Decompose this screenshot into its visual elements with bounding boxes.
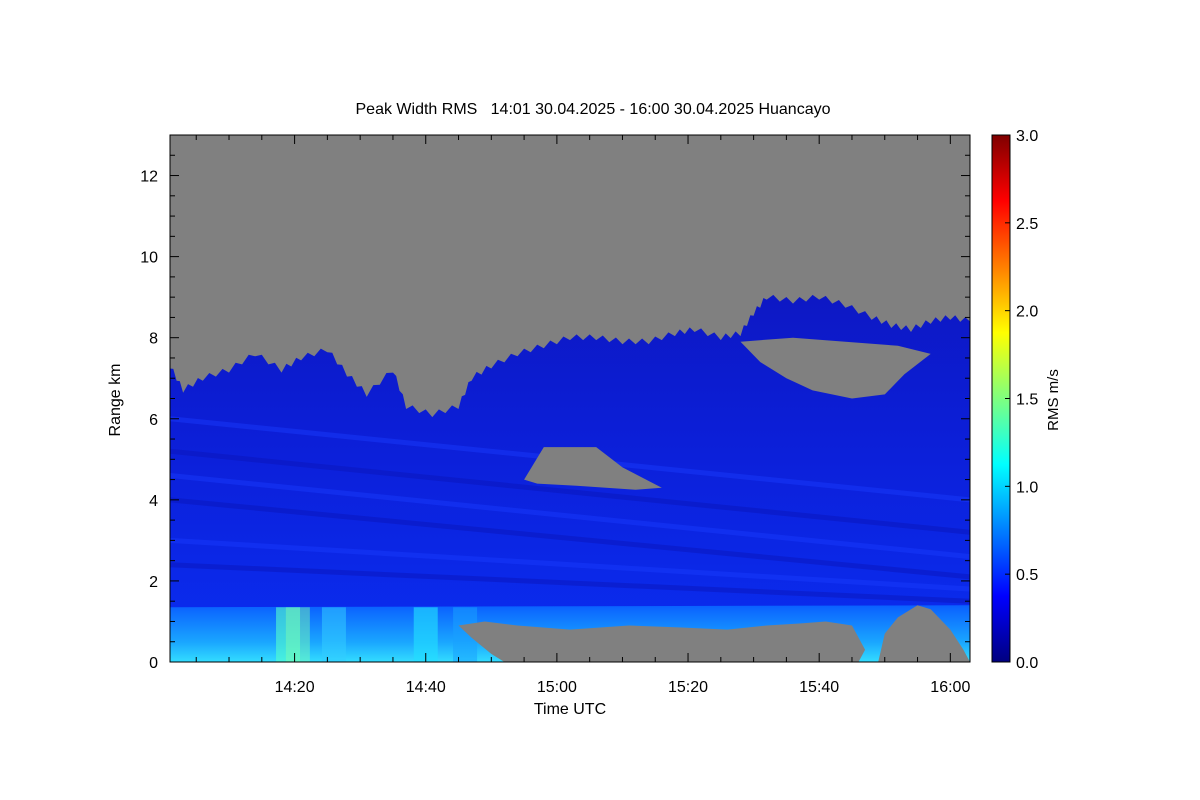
colorbar-tick-label: 2.5 — [1016, 216, 1038, 233]
chart-title: Peak Width RMS 14:01 30.04.2025 - 16:00 … — [356, 101, 831, 118]
y-tick-label: 2 — [149, 574, 158, 591]
y-tick-label: 4 — [149, 493, 158, 510]
echo-streak — [170, 537, 970, 592]
x-tick-label: 15:40 — [799, 679, 839, 696]
colorbar-tick-label: 0.5 — [1016, 567, 1038, 584]
surface-bursts — [276, 607, 478, 662]
x-axis-label: Time UTC — [534, 701, 606, 718]
x-tick-label: 15:00 — [537, 679, 577, 696]
y-tick-label: 12 — [140, 169, 158, 186]
colorbar-tick-label: 2.0 — [1016, 304, 1038, 321]
surface-burst — [285, 607, 310, 662]
x-tick-label: 16:00 — [930, 679, 970, 696]
no-data-gap — [458, 621, 866, 662]
echo-streak — [170, 562, 970, 604]
colorbar-tick-label: 1.0 — [1016, 479, 1038, 496]
echo-streak — [170, 448, 970, 535]
x-tick-label: 15:20 — [668, 679, 708, 696]
colorbar-tick-label: 1.5 — [1016, 392, 1038, 409]
plot-area — [170, 135, 970, 662]
y-tick-label: 6 — [149, 412, 158, 429]
echo-streak — [170, 497, 970, 580]
surface-burst — [276, 607, 301, 662]
no-data-gap — [740, 337, 931, 399]
no-data-gap — [524, 447, 662, 490]
no-data-gaps — [458, 337, 970, 662]
y-axis: 0 2 4 6 8 10 12 — [140, 134, 970, 672]
colorbar-ticks: 0.0 0.5 1.0 1.5 2.0 2.5 3.0 — [1005, 128, 1038, 672]
echo-streak — [170, 473, 970, 560]
colorbar-tick-label: 0.0 — [1016, 655, 1038, 672]
colorbar-tick-label: 3.0 — [1016, 128, 1038, 145]
x-axis: 14:20 14:40 15:00 15:20 15:40 16:00 — [195, 135, 970, 696]
y-tick-label: 10 — [140, 250, 158, 267]
y-tick-label: 0 — [149, 655, 158, 672]
x-tick-label: 14:20 — [275, 679, 315, 696]
x-tick-label: 14:40 — [406, 679, 446, 696]
surface-burst — [321, 607, 346, 662]
y-axis-label: Range km — [107, 364, 124, 437]
colorbar: 0.0 0.5 1.0 1.5 2.0 2.5 3.0 RMS m/s — [991, 128, 1062, 672]
surface-burst — [413, 607, 438, 662]
no-data-gap — [878, 605, 970, 662]
y-tick-label: 8 — [149, 331, 158, 348]
colorbar-label: RMS m/s — [1045, 369, 1062, 431]
